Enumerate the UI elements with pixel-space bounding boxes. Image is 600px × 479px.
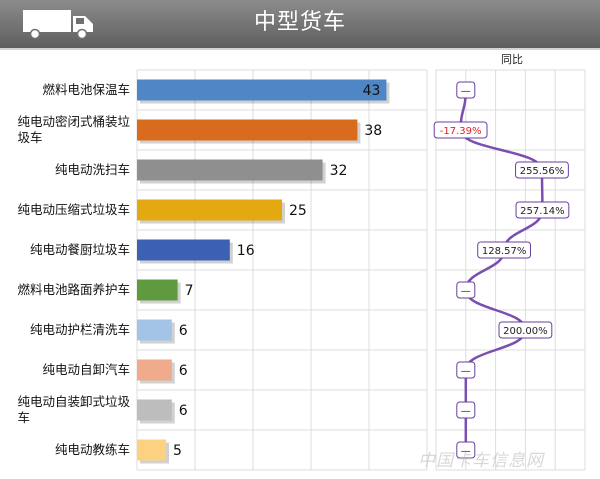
bar	[137, 79, 387, 101]
category-label: 纯电动教练车	[54, 442, 130, 457]
category-label: 燃料电池路面养护车	[17, 282, 130, 297]
category-label: 燃料电池保温车	[42, 82, 130, 97]
bar	[137, 279, 178, 301]
category-label: 纯电动密闭式桶装垃 圾车	[17, 114, 130, 145]
bar-value-label: 43	[363, 83, 381, 99]
yoy-label: 257.14%	[520, 206, 565, 217]
bar-value-label: 6	[179, 363, 188, 379]
yoy-label-box	[456, 81, 476, 99]
bar-value-label: 6	[179, 403, 188, 419]
category-label: 纯电动自卸汽车	[42, 362, 130, 377]
bar-value-label: 6	[179, 323, 188, 339]
bar	[137, 239, 230, 261]
bar-value-label: 7	[185, 283, 194, 299]
yoy-label: —	[461, 446, 471, 457]
bar-value-label: 5	[173, 443, 182, 459]
yoy-label: 200.00%	[503, 326, 548, 337]
bar	[137, 199, 282, 221]
yoy-chart-title: 同比	[501, 53, 523, 66]
bar	[137, 159, 323, 181]
truck-icon	[23, 10, 93, 40]
category-label: 纯电动压缩式垃圾车	[17, 202, 130, 217]
bar-value-label: 16	[237, 243, 255, 259]
yoy-label: —	[461, 406, 471, 417]
bar	[137, 399, 172, 421]
yoy-label: 255.56%	[520, 166, 565, 177]
yoy-label-box	[515, 161, 569, 179]
header-bar: 中型货车	[0, 0, 600, 50]
yoy-label: -17.39%	[440, 126, 482, 137]
category-label: 纯电动餐厨垃圾车	[29, 242, 130, 257]
yoy-line	[459, 89, 544, 450]
yoy-label-box	[456, 441, 476, 459]
yoy-label-box	[433, 121, 488, 139]
yoy-label-box	[456, 281, 476, 299]
bar-value-label: 38	[364, 123, 382, 139]
bar	[137, 359, 172, 381]
watermark: 中国卡车信息网	[418, 451, 544, 471]
bar-value-label: 32	[330, 163, 348, 179]
category-label: 纯电动洗扫车	[54, 162, 130, 177]
yoy-label-box	[477, 241, 532, 259]
yoy-label-box	[515, 201, 570, 219]
yoy-label: 128.57%	[482, 246, 527, 257]
yoy-label: —	[461, 286, 471, 297]
page-title: 中型货车	[253, 10, 346, 35]
bar-value-label: 25	[289, 203, 307, 219]
yoy-label-box	[498, 321, 553, 339]
yoy-label: —	[461, 366, 471, 377]
bar	[137, 319, 172, 341]
yoy-label-box	[456, 361, 476, 379]
category-label: 纯电动自装卸式垃圾车	[17, 394, 130, 425]
category-label: 纯电动护栏清洗车	[29, 322, 130, 337]
bar	[137, 439, 166, 461]
yoy-label-box	[456, 401, 476, 419]
bar	[137, 119, 358, 141]
yoy-label: —	[461, 86, 471, 97]
